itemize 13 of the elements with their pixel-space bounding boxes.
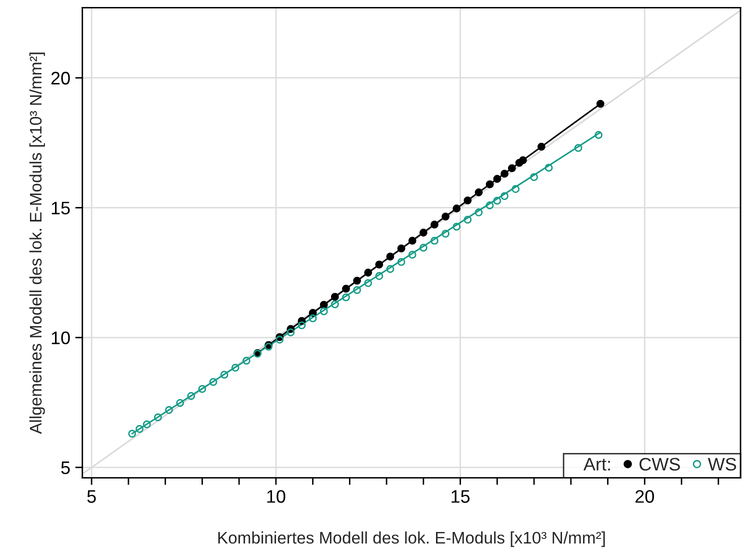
x-tick-label: 15 [452, 490, 470, 503]
y-tick-label: 20 [51, 72, 70, 85]
x-tick-label: 10 [267, 490, 286, 503]
legend-title: Art: [583, 458, 610, 471]
legend-label: CWS [640, 458, 680, 471]
y-tick-label: 5 [61, 462, 70, 474]
y-axis-title: Allgemeines Modell des lok. E-Moduls [x10³ N/mm²] [29, 52, 45, 434]
x-tick-label: 5 [87, 490, 96, 503]
y-tick-label: 15 [52, 202, 70, 214]
y-tick-label: 10 [52, 331, 70, 344]
x-tick-label: 20 [636, 490, 654, 503]
legend-label: WS [708, 458, 736, 471]
x-axis-title: Kombiniertes Modell des lok. E-Moduls [x10³ N/mm²] [218, 531, 605, 547]
